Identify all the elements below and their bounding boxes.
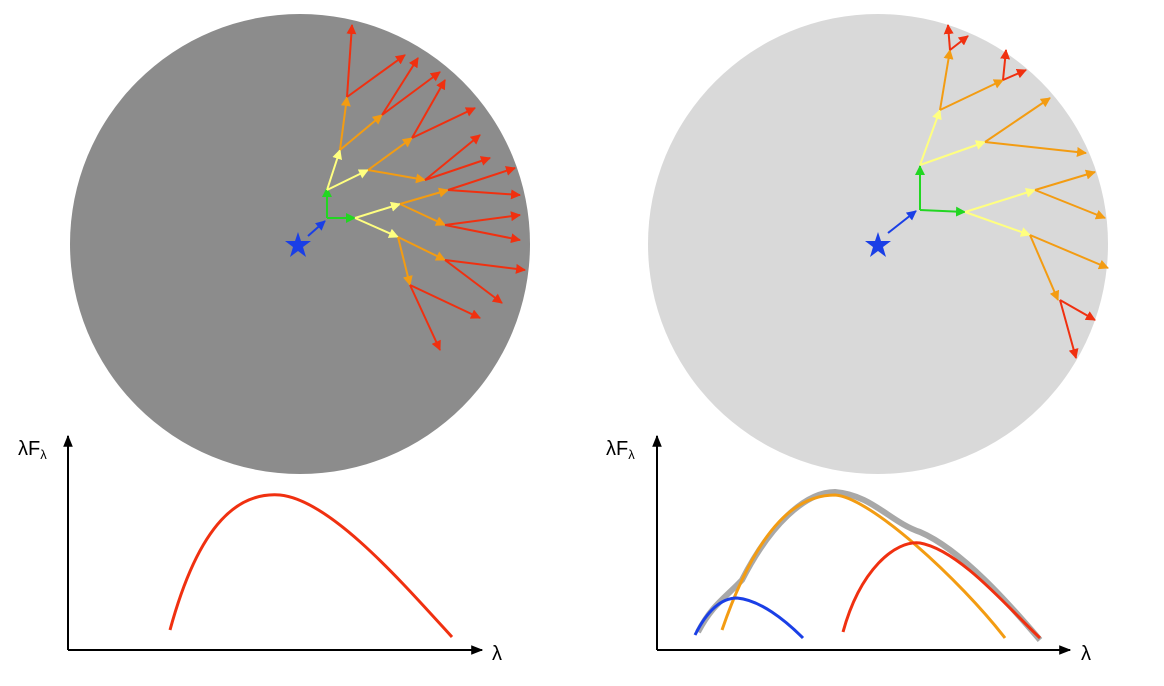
arrow — [381, 57, 419, 116]
label-main: λF — [18, 438, 40, 460]
arrow — [1029, 234, 1109, 270]
arrow — [326, 149, 342, 191]
arrow — [399, 187, 449, 205]
arrow — [1059, 299, 1096, 321]
arrow — [1034, 189, 1106, 220]
arrow — [354, 201, 401, 219]
total-sed — [695, 488, 1043, 642]
arrow — [887, 210, 917, 234]
arrow — [397, 236, 446, 261]
arrow — [964, 211, 1031, 237]
label-main: λF — [606, 438, 628, 460]
arrow — [411, 107, 476, 139]
arrow — [424, 156, 491, 181]
arrow — [1029, 234, 1060, 301]
arrow — [939, 79, 1004, 111]
arrow — [326, 169, 369, 191]
arrow — [444, 259, 526, 274]
arrow — [964, 187, 1036, 213]
arrow — [346, 54, 406, 98]
y-axis-label: λFλ — [18, 438, 47, 462]
sed-curve — [693, 596, 805, 640]
arrow — [1002, 69, 1027, 81]
arrow — [447, 166, 516, 191]
arrow — [939, 49, 954, 111]
arrow — [444, 211, 521, 226]
arrow — [984, 141, 1087, 157]
arrow — [381, 71, 441, 116]
star — [285, 232, 311, 257]
sed-curve — [168, 493, 454, 639]
arrow — [1059, 299, 1079, 359]
arrow — [919, 140, 986, 166]
arrow — [1034, 169, 1096, 191]
arrow — [919, 109, 942, 166]
arrow — [307, 220, 326, 237]
arrow — [409, 284, 441, 351]
arrow — [919, 206, 966, 217]
x-axis-label: λ — [492, 643, 502, 665]
arrow — [399, 203, 446, 226]
photon-paths — [307, 24, 1109, 359]
arrow — [444, 224, 521, 244]
label-sub: λ — [40, 447, 47, 462]
arrow — [367, 169, 426, 184]
arrow — [339, 96, 351, 151]
arrow — [424, 134, 481, 181]
arrow — [943, 24, 954, 51]
arrow — [949, 35, 969, 51]
arrow — [1000, 49, 1011, 81]
label-sub: λ — [628, 447, 635, 462]
sed-curve — [841, 541, 1042, 640]
sed-curve — [720, 493, 1007, 639]
arrow — [397, 236, 413, 286]
arrow — [447, 189, 521, 200]
arrow — [354, 217, 399, 238]
arrow — [444, 259, 503, 304]
arrow — [409, 284, 481, 319]
arrow — [339, 114, 383, 151]
y-axis-label: λFλ — [606, 438, 635, 462]
arrow — [346, 24, 357, 98]
arrow — [367, 137, 413, 171]
arrow — [411, 79, 446, 139]
star — [865, 232, 891, 257]
x-axis-label: λ — [1081, 643, 1091, 665]
arrow — [984, 97, 1051, 143]
